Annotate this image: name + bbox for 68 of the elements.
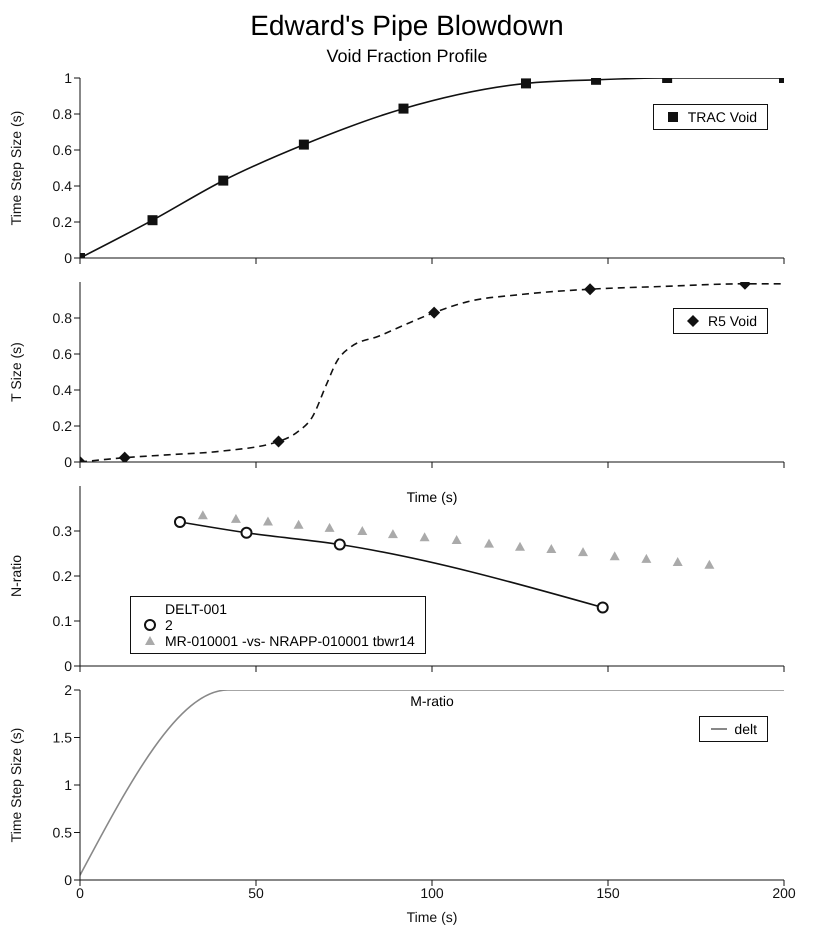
chart-subtitle: Void Fraction Profile: [325, 45, 489, 68]
legend-label: MR-010001 -vs- NRAPP-010001 tbwr14: [165, 633, 415, 649]
x-axis-title: Time (s): [406, 909, 458, 925]
x-tick-label: 100: [420, 884, 444, 901]
y-axis-title: Time Step Size (s): [8, 110, 24, 226]
x-tick-label: 50: [248, 884, 264, 901]
point: [596, 602, 609, 614]
legend-label: R5 Void: [708, 313, 757, 329]
y-tick-label: 0: [64, 872, 72, 888]
legend-label: delt: [734, 721, 757, 737]
point: [546, 544, 556, 553]
point: [398, 104, 408, 114]
y-tick-label: 0.6: [52, 142, 72, 158]
point: [428, 306, 440, 319]
point: [324, 522, 335, 532]
y-tick-label: 1: [64, 70, 72, 86]
point: [420, 532, 430, 542]
point: [230, 514, 241, 523]
y-tick-label: 0.6: [52, 346, 72, 362]
y-tick-label: 1.5: [52, 729, 72, 746]
point: [272, 435, 285, 448]
point: [298, 140, 309, 150]
point: [218, 176, 228, 186]
y-axis-title: Time Step Size (s): [8, 728, 24, 842]
chart-title: M-ratio: [409, 693, 455, 709]
point: [515, 542, 525, 551]
chart-title: Edward's Pipe Blowdown: [249, 9, 565, 43]
y-tick-label: 0.4: [52, 382, 72, 398]
point: [704, 560, 714, 569]
point: [584, 283, 596, 296]
point: [262, 516, 273, 526]
y-tick-label: 0.8: [52, 106, 72, 122]
y-tick-label: 0.2: [52, 214, 72, 230]
x-tick-label: 0: [76, 884, 84, 901]
point: [672, 557, 683, 566]
y-tick-label: 0.3: [52, 522, 72, 539]
y-tick-label: 0.8: [52, 310, 72, 326]
y-tick-label: 0.1: [52, 612, 72, 629]
point: [118, 452, 131, 462]
point: [578, 547, 588, 556]
point: [484, 538, 494, 548]
point: [388, 529, 398, 538]
chart-title: Time (s): [406, 489, 458, 505]
x-tick-label: 200: [772, 884, 796, 901]
y-tick-label: 0: [64, 658, 72, 674]
legend-label: TRAC Void: [688, 109, 757, 125]
legend-label: 2: [165, 617, 173, 633]
y-tick-label: 0: [64, 454, 72, 470]
legend-title: DELT-001: [164, 601, 228, 617]
point: [452, 535, 462, 544]
y-axis-title: N-ratio: [8, 554, 24, 598]
y-axis-title: T Size (s): [8, 342, 24, 402]
point: [334, 538, 346, 550]
y-tick-label: 1: [64, 776, 72, 793]
y-tick-label: 0.4: [52, 178, 72, 194]
y-tick-label: 0.5: [52, 824, 72, 840]
y-tick-label: 2: [64, 682, 72, 698]
point: [294, 520, 304, 529]
point: [357, 526, 368, 535]
y-tick-label: 0.2: [52, 418, 72, 434]
point: [198, 510, 208, 520]
point: [641, 554, 652, 563]
y-tick-label: 0: [64, 250, 72, 266]
point: [610, 551, 620, 560]
point: [174, 516, 186, 528]
y-tick-label: 0.2: [52, 568, 72, 584]
x-tick-label: 150: [596, 884, 620, 901]
point: [240, 526, 252, 539]
